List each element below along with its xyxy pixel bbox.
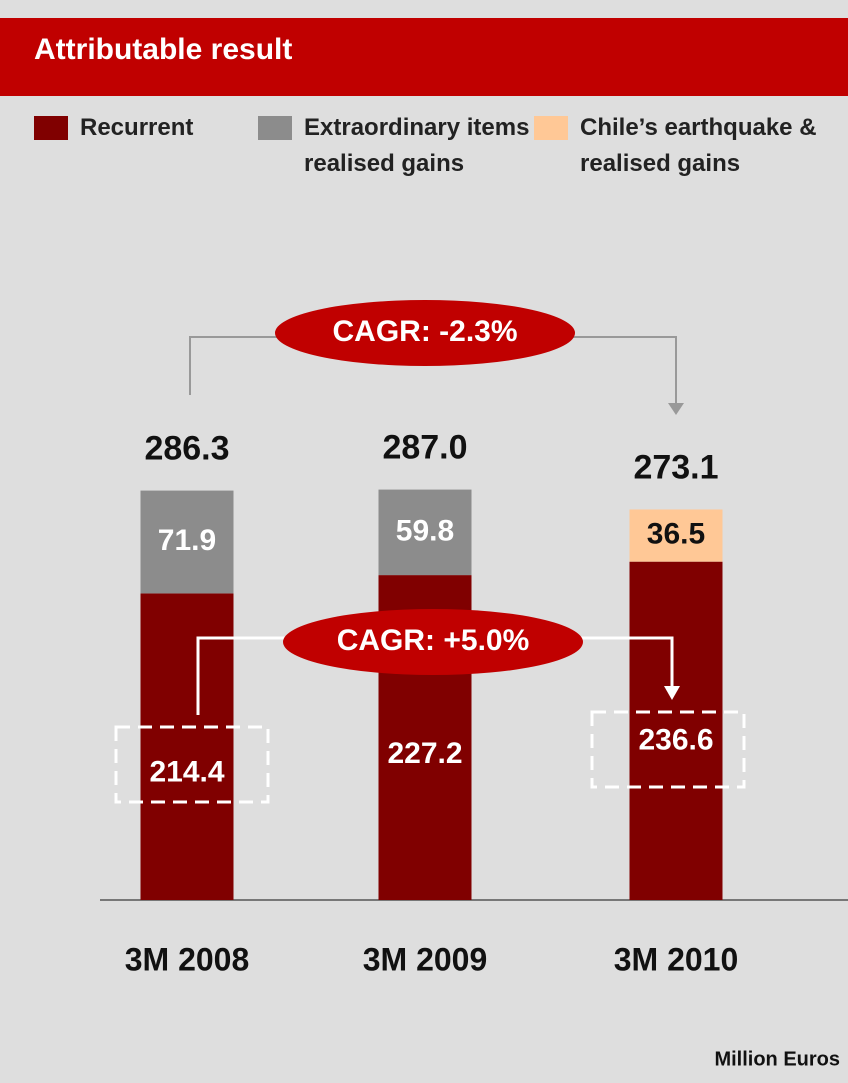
- value-label: 236.6: [638, 724, 713, 757]
- total-label: 286.3: [144, 430, 229, 468]
- total-label: 273.1: [633, 448, 718, 486]
- arrow: [664, 686, 680, 700]
- annotation: CAGR: -2.3%: [332, 315, 517, 348]
- legend-label: Chile’s earthquake & realised gains: [580, 114, 817, 177]
- x-tick-label: 3M 2010: [614, 941, 739, 977]
- highlight-box: [114, 725, 270, 804]
- x-tick-label: 3M 2009: [363, 941, 488, 977]
- legend-label: Recurrent: [80, 114, 194, 141]
- bar-segment: [140, 490, 234, 594]
- value-label: 227.2: [387, 737, 462, 770]
- badge: [283, 609, 583, 675]
- bar-segment: [378, 489, 472, 576]
- value-label: 214.4: [149, 755, 224, 788]
- bar-segment: [629, 561, 723, 900]
- highlight-box: [590, 710, 746, 789]
- total-label: 287.0: [382, 429, 467, 467]
- legend-swatch: [258, 116, 292, 140]
- legend-label: Extraordinary items & realised gains: [304, 114, 554, 177]
- value-label: 59.8: [396, 514, 454, 547]
- x-tick-label: 3M 2008: [125, 941, 250, 977]
- legend-swatch: [534, 116, 568, 140]
- arrow: [668, 403, 684, 415]
- header-band: [0, 18, 848, 96]
- badge: [275, 300, 575, 366]
- note: Million Euros: [714, 1048, 840, 1070]
- chart-title: Attributable result: [34, 33, 292, 66]
- bar-segment: [629, 509, 723, 562]
- value-label: 71.9: [158, 524, 216, 557]
- annotation: CAGR: +5.0%: [337, 624, 530, 657]
- legend-swatch: [34, 116, 68, 140]
- bar-segment: [140, 593, 234, 900]
- value-label: 36.5: [647, 517, 705, 550]
